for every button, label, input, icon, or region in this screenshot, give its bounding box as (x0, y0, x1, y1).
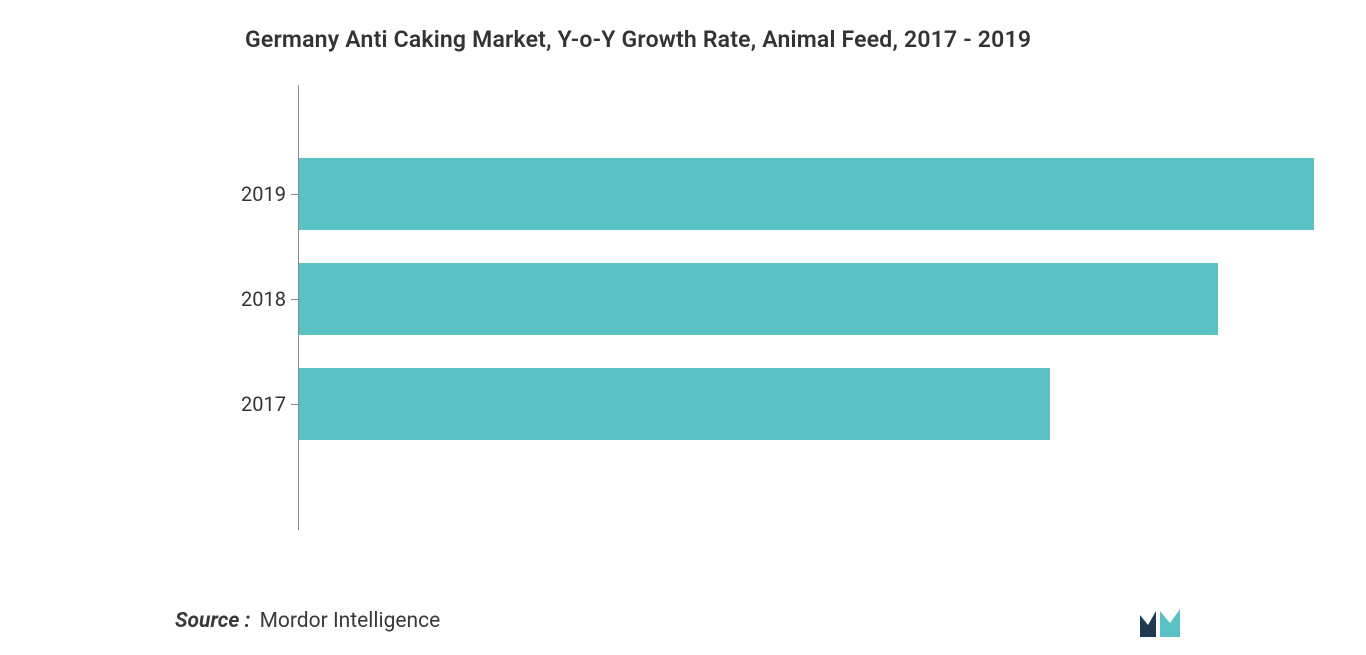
mordor-logo-icon (1138, 609, 1188, 639)
y-axis-label: 2019 (241, 182, 286, 206)
chart-container: Germany Anti Caking Market, Y-o-Y Growth… (0, 0, 1366, 655)
bar-row: 2019 (298, 158, 1313, 230)
y-axis-label: 2017 (241, 392, 286, 416)
y-axis-tick (291, 404, 298, 405)
bar (299, 368, 1050, 440)
bar (299, 158, 1314, 230)
source-line: Source : Mordor Intelligence (175, 609, 440, 633)
bar (299, 263, 1218, 335)
y-axis-label: 2018 (241, 287, 286, 311)
y-axis-tick (291, 194, 298, 195)
chart-title: Germany Anti Caking Market, Y-o-Y Growth… (245, 26, 1316, 53)
y-axis-tick (291, 299, 298, 300)
plot-area: 2019 2018 2017 (298, 60, 1313, 550)
bar-row: 2018 (298, 263, 1313, 335)
bar-row: 2017 (298, 368, 1313, 440)
source-value: Mordor Intelligence (260, 609, 441, 633)
source-label: Source : (175, 609, 250, 633)
